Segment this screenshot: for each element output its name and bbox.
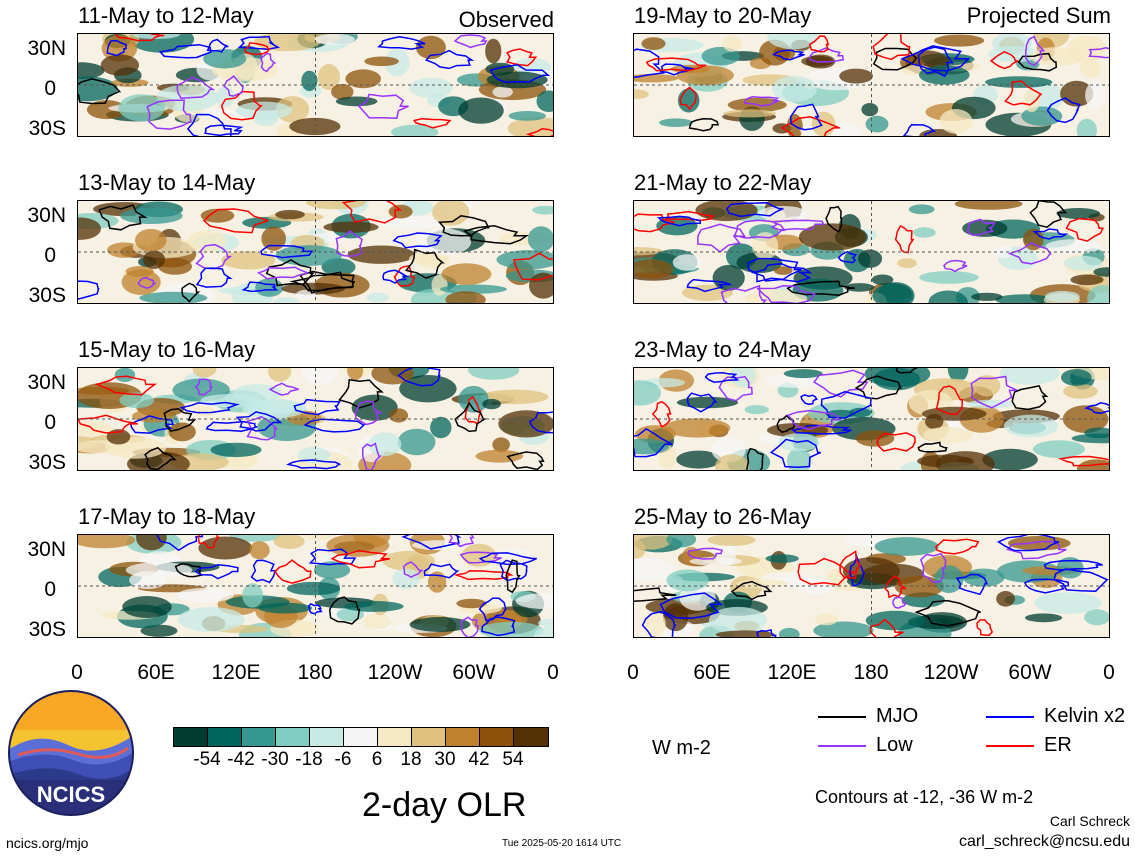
xtick-right-0-end: 0 [1103,661,1115,684]
xtick-right-120w: 120W [923,661,979,684]
colorbar-swatch [378,728,412,746]
projected-sum-label: Projected Sum [966,3,1111,28]
ytick-30n-2: 30N [27,204,66,227]
ncics-logo: NCICS [8,690,134,816]
panel-title-right-2: 21-May to 22-May [634,170,812,195]
colorbar-swatch [514,728,548,746]
ytick-0-3: 0 [44,411,56,434]
colorbar-label: 18 [400,749,422,770]
logo-text: NCICS [37,782,105,807]
colorbar-swatch [310,728,344,746]
map-panel-left-1 [77,33,554,137]
colorbar-swatch [174,728,208,746]
xtick-right-180: 180 [853,661,889,684]
ytick-0-4: 0 [44,578,56,601]
xtick-left-60w: 60W [452,661,496,684]
xtick-left-0: 0 [71,661,83,684]
colorbar-label: -54 [193,749,221,770]
legend-kelvin-label: Kelvin x2 [1044,705,1126,727]
legend-kelvin-line [986,716,1034,718]
panel-title-right-1: 19-May to 20-May [634,3,812,28]
colorbar-swatch [276,728,310,746]
xtick-right-120e: 120E [767,661,817,684]
colorbar-label: -30 [261,749,289,770]
xtick-right-0: 0 [627,661,639,684]
colorbar-swatch [446,728,480,746]
ytick-30s-2: 30S [28,284,66,307]
ytick-0-1: 0 [44,77,56,100]
ytick-30s-3: 30S [28,451,66,474]
colorbar-label: 6 [371,749,383,770]
colorbar-label: -18 [295,749,323,770]
ytick-30s-1: 30S [28,117,66,140]
chart-title: 2-day OLR [362,786,527,824]
timestamp: Tue 2025-05-20 1614 UTC [502,838,622,849]
xtick-right-60w: 60W [1008,661,1052,684]
legend-er-line [986,745,1034,747]
ytick-0-2: 0 [44,244,56,267]
panel-title-left-4: 17-May to 18-May [78,504,256,529]
source-url: ncics.org/mjo [6,835,89,851]
ytick-30n-4: 30N [27,538,66,561]
colorbar [173,727,549,747]
colorbar-swatch [208,728,242,746]
panel-title-right-3: 23-May to 24-May [634,337,812,362]
colorbar-swatch [344,728,378,746]
observed-label: Observed [458,7,554,32]
xtick-left-60e: 60E [137,661,175,684]
colorbar-units: W m-2 [652,737,711,759]
colorbar-label: -6 [334,749,352,770]
panel-title-left-2: 13-May to 14-May [78,170,256,195]
legend-mjo-label: MJO [876,705,919,727]
panel-title-right-4: 25-May to 26-May [634,504,812,529]
colorbar-swatch [242,728,276,746]
colorbar-label: 54 [502,749,524,770]
map-panel-right-2 [633,200,1110,304]
colorbar-label: 42 [468,749,490,770]
map-panel-right-1 [633,33,1110,137]
contours-note: Contours at -12, -36 W m-2 [815,787,1034,807]
map-panel-left-4 [77,534,554,638]
xtick-left-180: 180 [297,661,333,684]
colorbar-label: -42 [227,749,255,770]
map-panel-right-3 [633,367,1110,471]
colorbar-swatch [480,728,514,746]
legend-low-line [818,745,866,747]
ytick-30n-1: 30N [27,37,66,60]
author-email: carl_schreck@ncsu.edu [959,833,1130,850]
legend-er-label: ER [1044,734,1072,756]
xtick-left-0-end: 0 [547,661,559,684]
map-panel-left-2 [77,200,554,304]
map-panel-left-3 [77,367,554,471]
panel-title-left-1: 11-May to 12-May [78,3,254,28]
xtick-left-120w: 120W [367,661,423,684]
colorbar-label: 30 [434,749,456,770]
legend-low-label: Low [876,734,913,756]
map-panel-right-4 [633,534,1110,638]
ytick-30s-4: 30S [28,618,66,641]
ytick-30n-3: 30N [27,371,66,394]
xtick-left-120e: 120E [211,661,261,684]
colorbar-swatch [412,728,446,746]
xtick-right-60e: 60E [693,661,731,684]
author-credit: Carl Schreck [1049,813,1130,829]
panel-title-left-3: 15-May to 16-May [78,337,256,362]
legend-mjo-line [818,716,866,718]
